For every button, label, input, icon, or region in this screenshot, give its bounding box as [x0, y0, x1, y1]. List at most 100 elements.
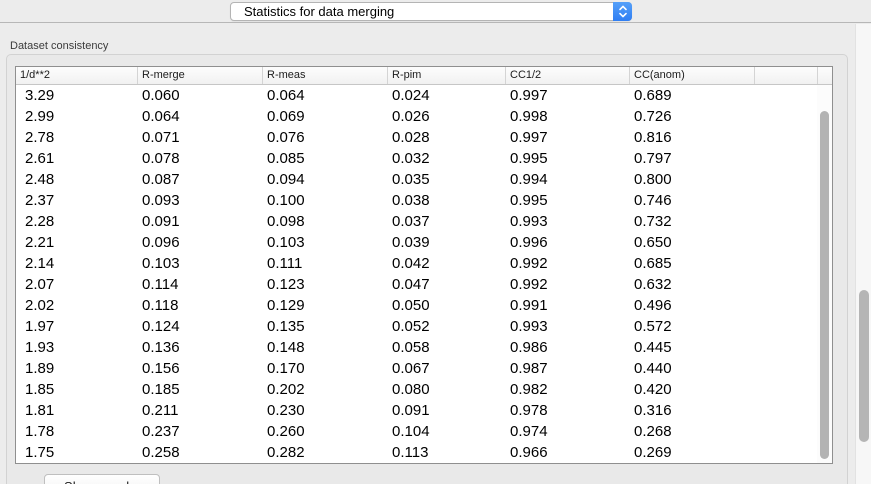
table-cell: 0.440	[634, 360, 672, 377]
table-cell: 0.995	[510, 192, 548, 209]
table-row[interactable]: 2.78 0.071 0.076 0.028 0.997 0.816	[16, 127, 832, 148]
column-header[interactable]: 1/d**2	[16, 67, 138, 84]
table-cell: 0.096	[142, 234, 180, 251]
table-cell: 1.81	[25, 402, 55, 419]
table-cell: 0.124	[142, 318, 180, 335]
popup-stepper-icon	[613, 2, 632, 21]
table-cell: 0.258	[142, 444, 180, 461]
table-vertical-scrollbar[interactable]	[817, 85, 832, 463]
table-cell: 0.028	[392, 129, 430, 146]
table-row[interactable]: 2.28 0.091 0.098 0.037 0.993 0.732	[16, 211, 832, 232]
table-cell: 0.685	[634, 255, 672, 272]
table-cell: 0.632	[634, 276, 672, 293]
table-cell: 0.982	[510, 381, 548, 398]
window-vertical-scrollbar[interactable]	[855, 24, 871, 484]
table-cell: 2.99	[25, 108, 55, 125]
table-cell: 0.114	[142, 276, 179, 293]
table-row[interactable]: 3.29 0.060 0.064 0.024 0.997 0.689	[16, 85, 832, 106]
column-header[interactable]: CC1/2	[506, 67, 630, 84]
table-cell: 0.069	[267, 108, 305, 125]
table-cell: 0.091	[142, 213, 180, 230]
table-cell: 0.047	[392, 276, 430, 293]
table-cell: 0.064	[142, 108, 180, 125]
table-cell: 0.085	[267, 150, 305, 167]
table-cell: 3.29	[25, 87, 55, 104]
table-cell: 0.135	[267, 318, 305, 335]
table-cell: 1.78	[25, 423, 55, 440]
column-header[interactable]: R-meas	[263, 67, 388, 84]
table-cell: 0.156	[142, 360, 180, 377]
table-cell: 0.202	[267, 381, 305, 398]
column-header[interactable]: R-merge	[138, 67, 263, 84]
table-header-row: 1/d**2 R-merge R-meas R-pim CC1/2 CC(anom)	[16, 67, 832, 85]
table-cell: 0.732	[634, 213, 672, 230]
table-cell: 1.75	[25, 444, 55, 461]
table-cell: 0.091	[392, 402, 430, 419]
statistics-table: 1/d**2 R-merge R-meas R-pim CC1/2 CC(anom) 3.…	[15, 66, 833, 464]
table-cell: 0.991	[510, 297, 548, 314]
table-cell: 0.689	[634, 87, 672, 104]
table-row[interactable]: 1.97 0.124 0.135 0.052 0.993 0.572	[16, 316, 832, 337]
show-graphs-button[interactable]: Show graphs	[44, 474, 160, 484]
table-row[interactable]: 2.99 0.064 0.069 0.026 0.998 0.726	[16, 106, 832, 127]
table-cell: 0.993	[510, 318, 548, 335]
table-cell: 2.61	[25, 150, 55, 167]
table-cell: 0.113	[392, 444, 429, 461]
table-cell: 0.076	[267, 129, 305, 146]
table-cell: 0.170	[267, 360, 305, 377]
table-cell: 2.21	[25, 234, 55, 251]
table-cell: 0.650	[634, 234, 672, 251]
statistics-mode-popup[interactable]: Statistics for data merging	[230, 2, 632, 21]
table-cell: 2.78	[25, 129, 55, 146]
table-cell: 0.992	[510, 276, 548, 293]
table-cell: 0.993	[510, 213, 548, 230]
table-row[interactable]: 2.07 0.114 0.123 0.047 0.992 0.632	[16, 274, 832, 295]
table-scrollbar-thumb[interactable]	[820, 111, 829, 459]
table-cell: 0.037	[392, 213, 430, 230]
table-row[interactable]: 1.93 0.136 0.148 0.058 0.986 0.445	[16, 337, 832, 358]
table-cell: 0.974	[510, 423, 548, 440]
table-cell: 0.024	[392, 87, 430, 104]
table-cell: 0.987	[510, 360, 548, 377]
window-scrollbar-thumb[interactable]	[859, 290, 869, 442]
column-header[interactable]: R-pim	[388, 67, 506, 84]
table-cell: 2.28	[25, 213, 55, 230]
table-row[interactable]: 2.37 0.093 0.100 0.038 0.995 0.746	[16, 190, 832, 211]
table-cell: 0.078	[142, 150, 180, 167]
table-row[interactable]: 1.81 0.211 0.230 0.091 0.978 0.316	[16, 400, 832, 421]
table-cell: 0.071	[142, 129, 180, 146]
table-cell: 0.978	[510, 402, 548, 419]
table-cell: 1.97	[25, 318, 55, 335]
table-cell: 0.093	[142, 192, 180, 209]
table-row[interactable]: 1.78 0.237 0.260 0.104 0.974 0.268	[16, 421, 832, 442]
column-header-filler	[755, 67, 818, 84]
table-cell: 0.282	[267, 444, 305, 461]
table-cell: 0.123	[267, 276, 305, 293]
column-header[interactable]: CC(anom)	[630, 67, 755, 84]
table-cell: 0.103	[267, 234, 305, 251]
table-row[interactable]: 2.48 0.087 0.094 0.035 0.994 0.800	[16, 169, 832, 190]
table-cell: 0.042	[392, 255, 430, 272]
table-cell: 0.050	[392, 297, 430, 314]
table-cell: 0.136	[142, 339, 180, 356]
table-row[interactable]: 2.14 0.103 0.111 0.042 0.992 0.685	[16, 253, 832, 274]
table-row[interactable]: 1.85 0.185 0.202 0.080 0.982 0.420	[16, 379, 832, 400]
table-row[interactable]: 2.61 0.078 0.085 0.032 0.995 0.797	[16, 148, 832, 169]
table-cell: 1.85	[25, 381, 55, 398]
table-cell: 0.746	[634, 192, 672, 209]
table-cell: 2.02	[25, 297, 55, 314]
table-cell: 0.994	[510, 171, 548, 188]
table-cell: 0.992	[510, 255, 548, 272]
table-row[interactable]: 1.89 0.156 0.170 0.067 0.987 0.440	[16, 358, 832, 379]
table-cell: 0.797	[634, 150, 672, 167]
table-cell: 1.89	[25, 360, 55, 377]
table-cell: 0.185	[142, 381, 180, 398]
table-row[interactable]: 2.21 0.096 0.103 0.039 0.996 0.650	[16, 232, 832, 253]
table-row[interactable]: 1.75 0.258 0.282 0.113 0.966 0.269	[16, 442, 832, 463]
table-cell: 0.129	[267, 297, 305, 314]
table-cell: 0.726	[634, 108, 672, 125]
toolbar: Statistics for data merging	[0, 0, 871, 23]
table-cell: 0.816	[634, 129, 672, 146]
table-cell: 0.445	[634, 339, 672, 356]
table-row[interactable]: 2.02 0.118 0.129 0.050 0.991 0.496	[16, 295, 832, 316]
